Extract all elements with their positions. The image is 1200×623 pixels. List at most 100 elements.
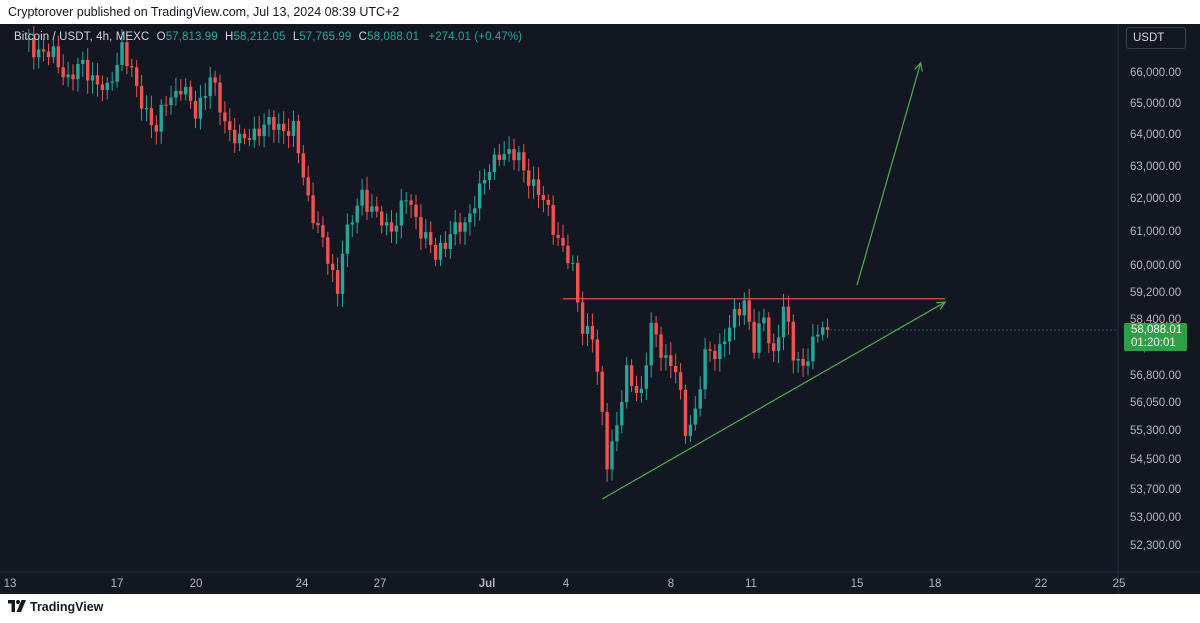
publisher-line: Cryptorover published on TradingView.com…	[0, 0, 1200, 24]
legend-close: 58,088.01	[367, 31, 420, 43]
candle-body	[693, 408, 697, 425]
candle-body	[497, 154, 501, 160]
price-tick-label: 60,000.00	[1130, 260, 1181, 272]
candle-body	[286, 131, 291, 136]
time-tick-label: 18	[929, 578, 942, 590]
candle-body	[144, 108, 149, 110]
candle-body	[56, 46, 60, 68]
candle-body	[105, 82, 109, 90]
candle-body	[76, 63, 80, 80]
candle-body	[360, 189, 364, 206]
candle-body	[252, 128, 256, 140]
candle-body	[664, 355, 668, 358]
candle-body	[772, 343, 776, 351]
candle-body	[536, 179, 541, 195]
candle-body	[576, 262, 580, 303]
legend-open-label: O	[156, 31, 166, 43]
candle-body	[644, 365, 648, 389]
candle-body	[821, 327, 825, 335]
candle-body	[326, 237, 330, 264]
candle-body	[282, 123, 286, 132]
candle-body	[345, 224, 350, 254]
candle-body	[723, 341, 727, 345]
price-tick-label: 59,200.00	[1130, 287, 1181, 299]
candle-body	[174, 90, 178, 98]
time-tick-label: 25	[1113, 578, 1126, 590]
candle-body	[580, 302, 585, 334]
legend-low-label: L	[292, 31, 300, 43]
candle-body	[169, 97, 173, 106]
candle-body	[590, 325, 595, 340]
candle-body	[492, 154, 497, 173]
candle-body	[634, 385, 639, 393]
candle-body	[335, 269, 340, 294]
candle-body	[46, 51, 51, 58]
candle-body	[473, 208, 477, 214]
time-tick-label: 24	[296, 578, 309, 590]
price-tick-label: 55,300.00	[1130, 425, 1181, 437]
candle-body	[732, 309, 737, 328]
candle-body	[713, 350, 717, 359]
candle-body	[678, 372, 683, 390]
candle-body	[742, 300, 746, 316]
candle-body	[502, 153, 506, 160]
candle-body	[198, 97, 203, 119]
currency-button[interactable]: USDT	[1126, 27, 1186, 49]
candle-body	[90, 75, 95, 81]
candle-body	[247, 138, 252, 140]
candle-body	[193, 100, 198, 119]
candle-body	[66, 74, 70, 78]
candle-body	[164, 104, 168, 106]
candle-body	[463, 222, 467, 232]
candle-body	[223, 112, 227, 122]
candle-body	[727, 327, 732, 342]
candle-body	[762, 317, 766, 324]
candle-body	[806, 361, 810, 366]
candle-body	[389, 222, 394, 232]
time-tick-label: 11	[745, 578, 757, 590]
candle-body	[424, 232, 428, 239]
candle-body	[571, 262, 575, 264]
candle-body	[331, 263, 335, 270]
candle-body	[130, 66, 134, 68]
candle-body	[600, 371, 604, 412]
candle-body	[811, 336, 815, 362]
candle-body	[566, 245, 570, 264]
candle-body	[242, 133, 247, 139]
price-tick-label: 66,000.00	[1130, 67, 1181, 79]
candle-body	[110, 81, 114, 83]
time-tick-label: 20	[190, 578, 203, 590]
candle-body	[688, 424, 693, 436]
price-tick-label: 52,300.00	[1130, 540, 1181, 552]
candle-body	[453, 222, 457, 235]
candle-body	[708, 349, 712, 351]
candle-body	[321, 225, 325, 238]
candle-body	[683, 389, 688, 436]
candle-body	[629, 365, 634, 386]
candle-body	[816, 334, 820, 337]
candle-body	[605, 411, 609, 470]
candle-body	[394, 225, 399, 232]
candle-body	[340, 253, 345, 294]
candle-body	[311, 195, 315, 224]
chart-area[interactable]: 66,000.00 65,000.00 64,000.00 63,000.00 62,0…	[0, 24, 1200, 594]
candle-body	[409, 200, 413, 205]
candle-body	[237, 133, 242, 144]
candlestick-chart[interactable]: 66,000.00 65,000.00 64,000.00 63,000.00 62,0…	[0, 24, 1200, 594]
legend-symbol: Bitcoin / USDT, 4h, MEXC	[14, 31, 150, 43]
candle-body	[306, 177, 310, 196]
candle-body	[639, 388, 644, 393]
candle-body	[531, 179, 536, 186]
candle-body	[620, 402, 624, 426]
candle-body	[404, 200, 408, 202]
price-tick-label: 53,700.00	[1130, 484, 1181, 496]
projection-arrow	[856, 62, 922, 286]
candle-body	[737, 309, 742, 316]
candle-body	[291, 120, 296, 136]
candle-body	[781, 306, 786, 338]
candle-body	[262, 124, 266, 137]
candle-body	[522, 152, 526, 171]
candle-body	[507, 149, 511, 154]
candle-body	[149, 108, 154, 126]
candle-body	[585, 325, 590, 334]
